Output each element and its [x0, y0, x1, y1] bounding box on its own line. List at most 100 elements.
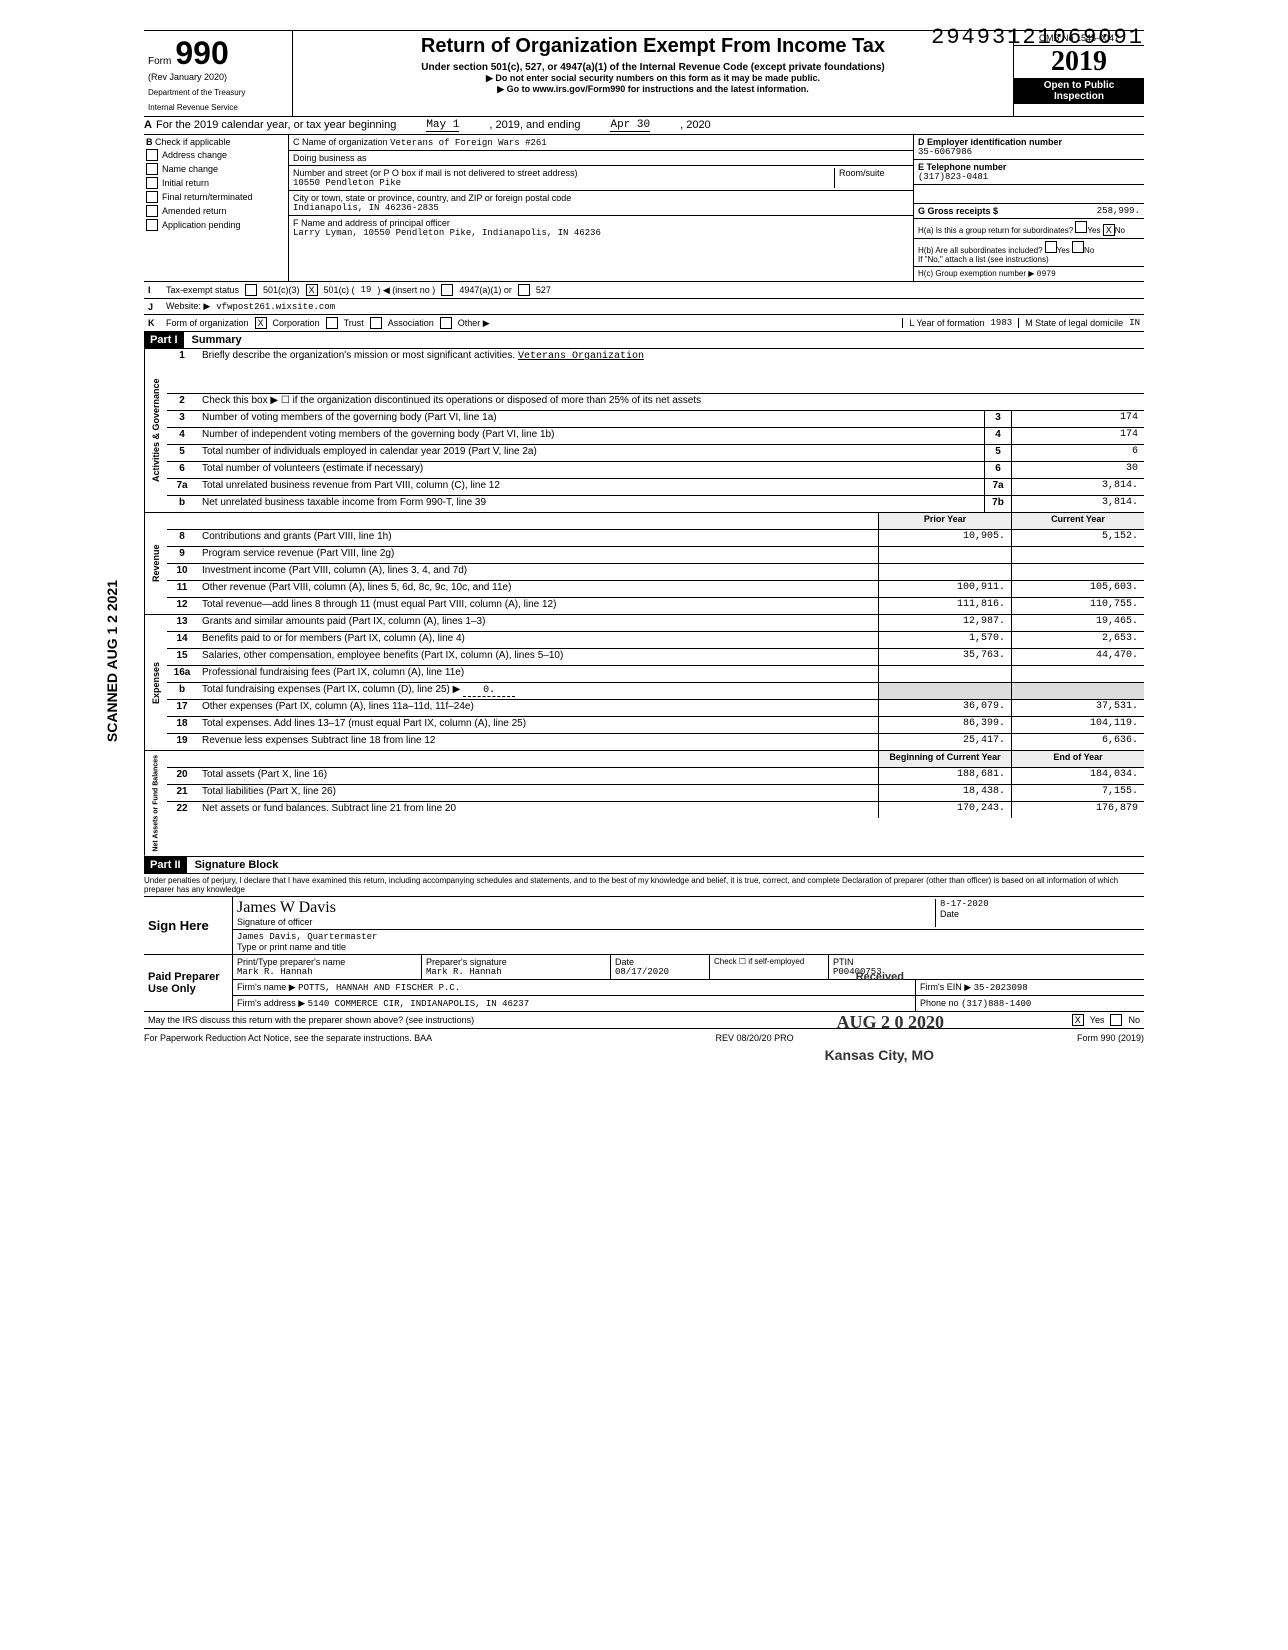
- gov-desc-1: Check this box ▶ ☐ if the organization d…: [198, 394, 1144, 410]
- gov-box-6: 7a: [984, 479, 1011, 495]
- gov-desc-4: Total number of individuals employed in …: [198, 445, 984, 461]
- gov-desc-3: Number of independent voting members of …: [198, 428, 984, 444]
- check-applicable: Check if applicable: [155, 137, 231, 147]
- dept-treasury: Department of the Treasury: [148, 88, 288, 97]
- rev-num-2: 10: [167, 564, 198, 580]
- firm-phone: (317)888-1400: [961, 999, 1031, 1009]
- prep-date: 08/17/2020: [615, 967, 705, 977]
- gross-label: G Gross receipts $: [918, 206, 998, 216]
- scanned-stamp: SCANNED AUG 1 2 2021: [104, 580, 120, 742]
- bal-desc-1: Total liabilities (Part X, line 26): [198, 785, 878, 801]
- rev-desc-0: Contributions and grants (Part VIII, lin…: [198, 530, 878, 546]
- discuss-no-checkbox[interactable]: [1110, 1014, 1122, 1026]
- exp-desc-5: Other expenses (Part IX, column (A), lin…: [198, 700, 878, 716]
- gov-box-4: 5: [984, 445, 1011, 461]
- b-checkbox-2[interactable]: [146, 177, 158, 189]
- website-value: vfwpost261.wixsite.com: [216, 302, 335, 312]
- b-checkbox-0[interactable]: [146, 149, 158, 161]
- exp-current-5: 37,531.: [1011, 700, 1144, 716]
- 4947-checkbox[interactable]: [441, 284, 453, 296]
- bal-prior-2: 170,243.: [878, 802, 1011, 818]
- b-checkbox-5[interactable]: [146, 219, 158, 231]
- exp-desc-0: Grants and similar amounts paid (Part IX…: [198, 615, 878, 631]
- paid-preparer-label: Paid Preparer Use Only: [144, 955, 232, 1011]
- ptin-label: PTIN: [833, 957, 1140, 967]
- rev-prior-4: 111,816.: [878, 598, 1011, 614]
- ha-yes-checkbox[interactable]: [1075, 221, 1087, 233]
- exp-num-5: 17: [167, 700, 198, 716]
- corp-checkbox[interactable]: X: [255, 317, 267, 329]
- rev-num-1: 9: [167, 547, 198, 563]
- gov-box-2: 3: [984, 411, 1011, 427]
- gov-val-7: 3,814.: [1011, 496, 1144, 512]
- rev-current-1: [1011, 547, 1144, 563]
- exp-desc-2: Salaries, other compensation, employee b…: [198, 649, 878, 665]
- bal-num-2: 22: [167, 802, 198, 818]
- footer-left: For Paperwork Reduction Act Notice, see …: [144, 1033, 432, 1043]
- bal-current-1: 7,155.: [1011, 785, 1144, 801]
- b-item-5: Application pending: [162, 220, 241, 230]
- rev-current-2: [1011, 564, 1144, 580]
- label-a: A: [144, 119, 156, 132]
- prep-sig-label: Preparer's signature: [426, 957, 606, 967]
- officer-label: F Name and address of principal officer: [293, 218, 909, 228]
- ha-no-checkbox[interactable]: X: [1103, 224, 1115, 236]
- 527-checkbox[interactable]: [518, 284, 530, 296]
- website-label: Website: ▶: [166, 301, 210, 312]
- tax-year-begin: May 1: [426, 119, 459, 132]
- label-k: K: [148, 318, 160, 328]
- bal-current-2: 176,879: [1011, 802, 1144, 818]
- other-checkbox[interactable]: [440, 317, 452, 329]
- gov-val-2: 174: [1011, 411, 1144, 427]
- exp-prior-3: [878, 666, 1011, 682]
- gov-desc-7: Net unrelated business taxable income fr…: [198, 496, 984, 512]
- b-item-4: Amended return: [162, 206, 227, 216]
- form-note-web: ▶ Go to www.irs.gov/Form990 for instruct…: [297, 84, 1009, 95]
- ein-label: D Employer identification number: [918, 137, 1140, 147]
- open-public-2: Inspection: [1016, 91, 1142, 102]
- kansas-city-stamp: Kansas City, MO: [825, 1047, 934, 1063]
- firm-addr-label: Firm's address ▶: [237, 998, 305, 1008]
- b-checkbox-1[interactable]: [146, 163, 158, 175]
- footer-right: Form 990 (2019): [1077, 1033, 1144, 1043]
- exp-num-1: 14: [167, 632, 198, 648]
- form-label: Form: [148, 56, 171, 67]
- hb-note: If "No," attach a list (see instructions…: [918, 255, 1140, 264]
- b-checkbox-3[interactable]: [146, 191, 158, 203]
- gov-val-4: 6: [1011, 445, 1144, 461]
- exp-num-2: 15: [167, 649, 198, 665]
- exp-num-0: 13: [167, 615, 198, 631]
- hb-no-checkbox[interactable]: [1072, 241, 1084, 253]
- gov-num-6: 7a: [167, 479, 198, 495]
- b-checkbox-4[interactable]: [146, 205, 158, 217]
- prep-date-label: Date: [615, 957, 705, 967]
- exp-prior-1: 1,570.: [878, 632, 1011, 648]
- b-item-1: Name change: [162, 164, 218, 174]
- rev-desc-1: Program service revenue (Part VIII, line…: [198, 547, 878, 563]
- assoc-checkbox[interactable]: [370, 317, 382, 329]
- dba-label: Doing business as: [289, 151, 913, 166]
- gov-box-3: 4: [984, 428, 1011, 444]
- gov-num-2: 3: [167, 411, 198, 427]
- officer-name-title: James Davis, Quartermaster: [237, 932, 1140, 942]
- rev-prior-0: 10,905.: [878, 530, 1011, 546]
- form-title: Return of Organization Exempt From Incom…: [297, 35, 1009, 58]
- label-j: J: [148, 302, 160, 312]
- hb-yes-checkbox[interactable]: [1045, 241, 1057, 253]
- rev-prior-2: [878, 564, 1011, 580]
- 501c-checkbox[interactable]: X: [306, 284, 318, 296]
- phone-label: E Telephone number: [918, 162, 1140, 172]
- form-note-ssn: ▶ Do not enter social security numbers o…: [297, 73, 1009, 84]
- 501c3-checkbox[interactable]: [245, 284, 257, 296]
- b-item-0: Address change: [162, 150, 227, 160]
- label-b: B: [146, 137, 153, 147]
- bal-prior-1: 18,438.: [878, 785, 1011, 801]
- exp-current-6: 104,119.: [1011, 717, 1144, 733]
- state-domicile: IN: [1129, 318, 1140, 328]
- discuss-yes-checkbox[interactable]: X: [1072, 1014, 1084, 1026]
- exp-prior-2: 35,763.: [878, 649, 1011, 665]
- trust-checkbox[interactable]: [326, 317, 338, 329]
- phone-value: (317)823-0481: [918, 172, 1140, 182]
- exp-prior-0: 12,987.: [878, 615, 1011, 631]
- exp-prior-5: 36,079.: [878, 700, 1011, 716]
